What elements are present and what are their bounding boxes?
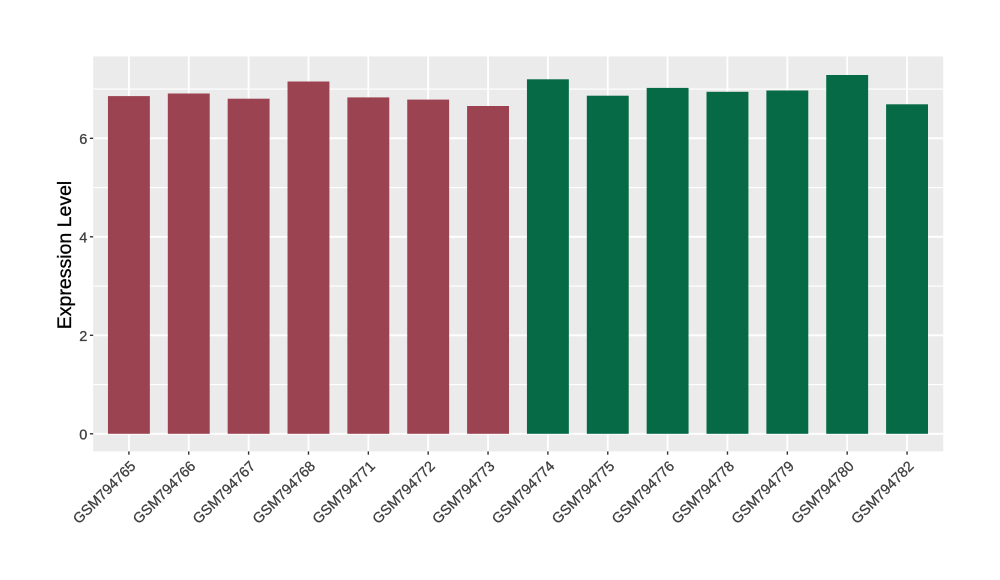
svg-text:0: 0 [79,428,87,444]
svg-text:2: 2 [79,329,87,345]
svg-text:Expression Level: Expression Level [54,181,76,330]
svg-text:6: 6 [79,132,87,148]
svg-text:4: 4 [79,231,87,247]
